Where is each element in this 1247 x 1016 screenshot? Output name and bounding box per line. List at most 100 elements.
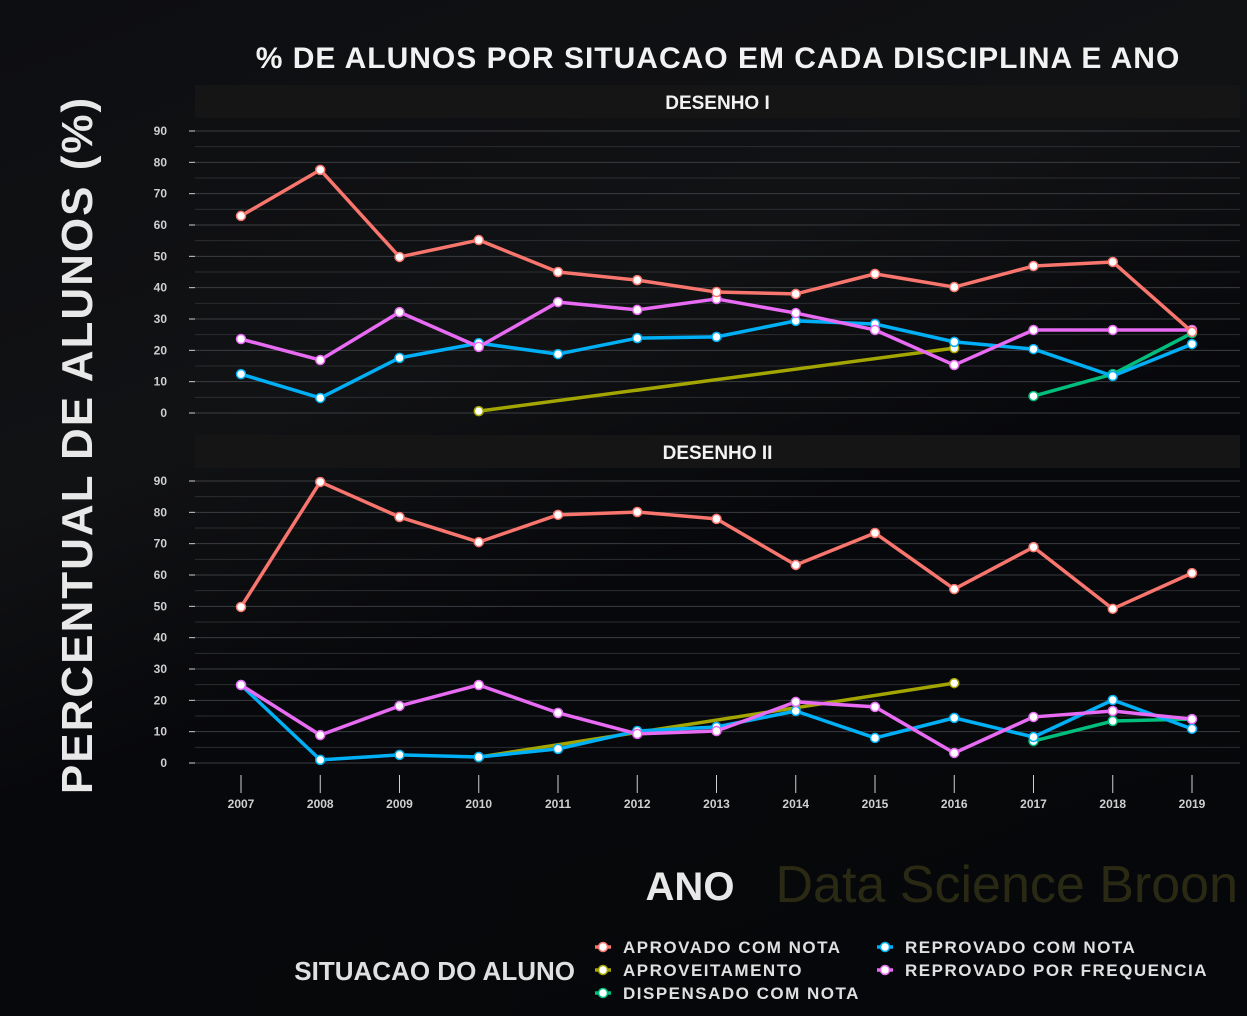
data-point — [711, 725, 722, 737]
data-point — [1028, 731, 1039, 743]
data-point — [711, 331, 722, 343]
legend: APROVADO COM NOTA APROVEITAMENTO DISPENSAD… — [595, 938, 1208, 1003]
data-point — [869, 268, 881, 280]
data-point — [632, 304, 643, 316]
watermark: Data Science Broon — [776, 856, 1239, 914]
panel-title: DESENHO I — [665, 93, 770, 114]
y-tick-label: 10 — [154, 725, 168, 739]
data-point — [1028, 343, 1039, 355]
series-aprovado-com-nota — [235, 476, 1198, 615]
series-line — [478, 681, 955, 759]
y-tick-label: 60 — [154, 218, 168, 232]
legend-label: REPROVADO POR FREQUENCIA — [905, 961, 1208, 980]
data-point — [473, 751, 484, 763]
data-point — [473, 679, 484, 691]
series-aproveitamento — [473, 342, 960, 417]
legend-key-point — [597, 987, 609, 999]
data-point — [1028, 711, 1039, 723]
x-tick-label: 2017 — [1020, 797, 1047, 811]
legend-item: DISPENSADO COM NOTA — [595, 984, 858, 1003]
data-point — [394, 511, 405, 523]
x-tick-label: 2013 — [703, 797, 730, 811]
data-point — [1028, 390, 1039, 402]
data-point — [1107, 705, 1118, 717]
data-point — [632, 506, 643, 518]
data-point — [1186, 713, 1198, 725]
panel-2: DESENHO II 0 10 20 30 40 50 60 70 80 90 — [154, 435, 1240, 770]
data-point — [235, 210, 247, 222]
legend-item: APROVADO COM NOTA — [595, 938, 840, 957]
y-tick-label: 50 — [154, 599, 168, 613]
data-point — [315, 354, 326, 366]
y-tick-label: 90 — [154, 474, 168, 488]
series-reprovado-por-frequencia — [235, 679, 1198, 759]
x-tick-label: 2012 — [624, 797, 651, 811]
x-tick-label: 2014 — [782, 797, 809, 811]
y-tick-label: 40 — [154, 631, 168, 645]
legend-item: APROVEITAMENTO — [595, 961, 802, 980]
y-tick-label: 20 — [154, 693, 168, 707]
y-tick-label: 70 — [154, 187, 168, 201]
data-point — [235, 679, 247, 691]
legend-item: REPROVADO POR FREQUENCIA — [877, 961, 1208, 980]
data-point — [1028, 324, 1039, 336]
y-tick-label: 40 — [154, 281, 168, 295]
data-point — [235, 368, 247, 380]
data-point — [552, 348, 564, 360]
data-point — [949, 281, 960, 293]
data-point — [949, 583, 960, 595]
data-point — [711, 513, 722, 525]
data-point — [1107, 603, 1118, 615]
data-point — [1186, 567, 1198, 579]
series-line — [478, 346, 955, 413]
y-tick-label: 80 — [154, 505, 168, 519]
series-line — [1033, 331, 1193, 398]
data-point — [711, 286, 722, 298]
data-point — [632, 332, 643, 344]
data-point — [394, 352, 405, 364]
data-point — [552, 707, 564, 719]
x-tick-label: 2007 — [228, 797, 255, 811]
y-tick-label: 10 — [154, 375, 168, 389]
y-tick-label: 50 — [154, 249, 168, 263]
x-tick-label: 2009 — [386, 797, 413, 811]
data-point — [949, 359, 960, 371]
x-tick-label: 2019 — [1179, 797, 1206, 811]
data-point — [869, 732, 881, 744]
data-point — [473, 536, 484, 548]
y-tick-label: 90 — [154, 124, 168, 138]
y-tick-label: 60 — [154, 568, 168, 582]
panel-strip — [195, 85, 1240, 118]
data-point — [949, 336, 960, 348]
series-aprovado-com-nota — [235, 164, 1198, 338]
chart-title: % DE ALUNOS POR SITUACAO EM CADA DISCIPL… — [256, 42, 1181, 75]
data-point — [790, 559, 801, 571]
x-tick-label: 2011 — [545, 797, 571, 811]
data-point — [1186, 326, 1198, 338]
panel-strip — [195, 435, 1240, 468]
series-dispensado-com-nota — [1028, 327, 1198, 402]
legend-title: SITUACAO DO ALUNO — [294, 956, 575, 986]
panel-title: DESENHO II — [663, 443, 773, 464]
data-point — [1107, 256, 1118, 268]
x-tick-label: 2008 — [307, 797, 334, 811]
data-point — [790, 288, 801, 300]
y-tick-label: 0 — [160, 756, 167, 770]
series-dispensado-com-nota — [1028, 713, 1198, 747]
y-axis-label: PERCENTUAL DE ALUNOS (%) — [53, 96, 102, 794]
data-point — [949, 747, 960, 759]
data-point — [394, 700, 405, 712]
data-point — [552, 266, 564, 278]
y-tick-label: 30 — [154, 312, 168, 326]
data-point — [315, 164, 326, 176]
data-point — [235, 601, 247, 613]
data-point — [949, 712, 960, 724]
x-tick-label: 2016 — [941, 797, 968, 811]
data-point — [552, 743, 564, 755]
data-point — [235, 333, 247, 345]
data-point — [790, 307, 801, 319]
legend-key-point — [597, 941, 609, 953]
series-line — [239, 480, 1193, 611]
data-point — [473, 341, 484, 353]
